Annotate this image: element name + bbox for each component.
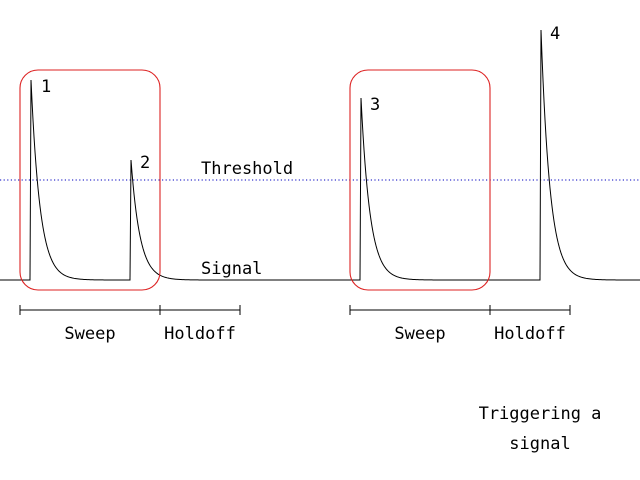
signal-waveform bbox=[0, 29, 640, 281]
peak-label-2: 2 bbox=[140, 153, 150, 173]
sweep-label-2: Sweep bbox=[394, 324, 445, 344]
timeline-1 bbox=[19, 305, 241, 315]
sweep-box-1 bbox=[19, 69, 161, 291]
peak-label-4: 4 bbox=[550, 24, 560, 44]
timeline-2 bbox=[349, 305, 571, 315]
holdoff-label-1: Holdoff bbox=[164, 324, 236, 344]
peak-label-1: 1 bbox=[41, 77, 51, 97]
caption-line-1: Triggering a bbox=[479, 404, 602, 424]
peak-label-3: 3 bbox=[370, 95, 380, 115]
sweep-label-1: Sweep bbox=[64, 324, 115, 344]
holdoff-label-2: Holdoff bbox=[494, 324, 566, 344]
caption-line-2: signal bbox=[509, 434, 570, 454]
threshold-label: Threshold bbox=[201, 159, 293, 179]
sweep-box-2 bbox=[349, 69, 491, 291]
signal-label: Signal bbox=[201, 259, 262, 279]
